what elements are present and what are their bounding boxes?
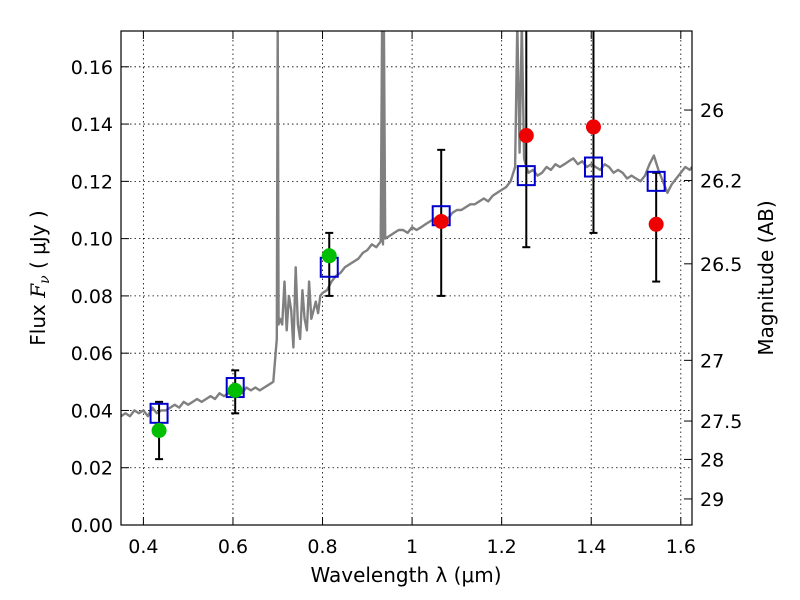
right-axis-title: Magnitude (AB) — [754, 200, 778, 355]
x-axis-title: Wavelength λ (μm) — [310, 563, 501, 587]
x-tick-label: 0.4 — [128, 536, 158, 558]
axis-ticks: 0.4 0.6 0.8 1 1.2 1.4 1.6 0.00 0.02 0.04 0.06 0.08 0… — [71, 31, 742, 558]
x-tick-label: 0.8 — [307, 536, 337, 558]
y-tick-label: 0.06 — [71, 343, 113, 365]
y-tick-label: 0.10 — [71, 229, 113, 251]
observed-red-point — [648, 216, 664, 232]
magnitude-tick-label: 29 — [700, 489, 724, 511]
magnitude-tick-label: 26.5 — [700, 254, 742, 276]
y-axis-title-text: Flux — [26, 298, 50, 346]
observed-green-point — [227, 382, 243, 398]
y-axis-title-symbol: F — [26, 283, 50, 299]
x-tick-label: 1.2 — [487, 536, 517, 558]
y-tick-label: 0.14 — [71, 114, 113, 136]
y-tick-label: 0.12 — [71, 171, 113, 193]
y-tick-label: 0.16 — [71, 57, 113, 79]
model-flux-square — [583, 156, 603, 178]
x-tick-label: 1.4 — [576, 536, 606, 558]
magnitude-tick-label: 26.2 — [700, 170, 742, 192]
y-tick-label: 0.02 — [71, 458, 113, 480]
magnitude-tick-label: 27.5 — [700, 411, 742, 433]
observed-green-point — [151, 422, 167, 438]
observed-red-point — [433, 213, 449, 229]
y-axis-title-subscript: ν — [37, 275, 53, 284]
data-markers — [149, 119, 666, 438]
y-axis-title-unit: ( μJy ) — [26, 210, 50, 275]
model-flux-square — [516, 165, 536, 187]
observed-green-point — [321, 248, 337, 264]
y-tick-label: 0.00 — [71, 515, 113, 537]
x-tick-label: 1 — [406, 536, 418, 558]
y-axis-title: Flux Fν ( μJy ) — [26, 210, 53, 345]
model-flux-square — [646, 170, 666, 192]
x-tick-label: 1.6 — [666, 536, 696, 558]
observed-red-point — [518, 128, 534, 144]
y-tick-label: 0.08 — [71, 286, 113, 308]
magnitude-tick-label: 28 — [700, 449, 724, 471]
magnitude-tick-label: 27 — [700, 350, 724, 372]
y-tick-label: 0.04 — [71, 400, 113, 422]
model-flux-square — [149, 402, 169, 424]
observed-red-point — [585, 119, 601, 135]
magnitude-tick-label: 26 — [700, 100, 724, 122]
x-tick-label: 0.6 — [218, 536, 248, 558]
plot-frame — [120, 30, 693, 526]
